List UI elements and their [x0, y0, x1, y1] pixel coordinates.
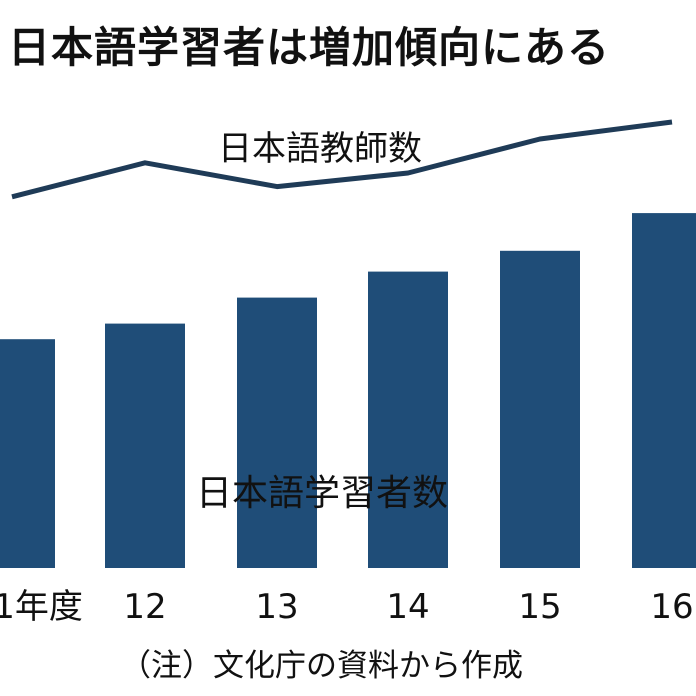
x-tick-label-3: 14 [386, 587, 429, 627]
x-tick-label-5: 16 [650, 587, 693, 627]
chart-title: 日本語学習者は増加傾向にある [8, 23, 611, 72]
x-tick-label-2: 13 [255, 587, 298, 627]
bar-0 [0, 339, 55, 568]
bar-5 [632, 213, 696, 568]
bar-2 [237, 297, 317, 568]
bar-3 [368, 271, 448, 568]
x-tick-label-1: 12 [123, 587, 166, 627]
x-tick-label-0: 1年度 [0, 587, 83, 627]
series-label-learners: 日本語学習者数 [196, 473, 448, 514]
bar-1 [105, 323, 185, 568]
line-series-teachers [11, 119, 673, 200]
x-tick-label-4: 15 [518, 587, 561, 627]
chart-area: 1年度 12 13 14 15 16 日本語教師数 日本語学習者数 [0, 119, 696, 627]
source-note: （注）文化庁の資料から作成 [120, 648, 523, 684]
bar-4 [500, 250, 580, 569]
series-label-teachers: 日本語教師数 [218, 129, 422, 169]
